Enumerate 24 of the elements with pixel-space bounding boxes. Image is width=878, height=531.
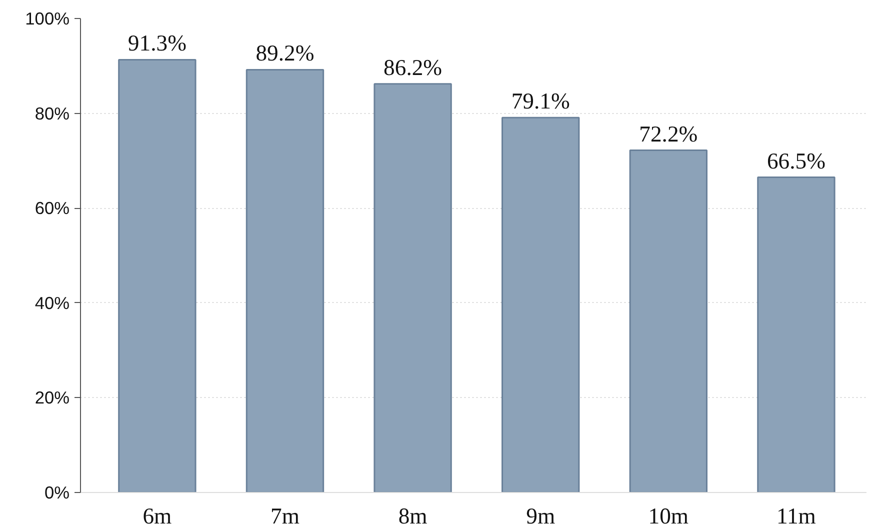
bar bbox=[757, 176, 836, 492]
x-tick-label: 9m bbox=[526, 504, 556, 528]
bar bbox=[374, 83, 452, 492]
data-label: 72.2% bbox=[639, 121, 698, 146]
bar bbox=[246, 68, 324, 492]
data-label: 89.2% bbox=[256, 40, 314, 66]
bar bbox=[118, 58, 196, 492]
y-tick-label: 80% bbox=[34, 103, 70, 124]
data-label: 79.1% bbox=[511, 88, 570, 114]
x-tick-label: 7m bbox=[270, 504, 300, 528]
x-tick-label: 6m bbox=[142, 504, 172, 528]
data-label: 91.3% bbox=[128, 30, 187, 56]
y-tick-label: 0% bbox=[44, 482, 70, 502]
y-tick-label: 60% bbox=[34, 198, 70, 218]
data-label: 66.5% bbox=[766, 148, 826, 174]
x-tick-label: 10m bbox=[648, 504, 689, 528]
bar bbox=[502, 116, 580, 492]
data-label: 86.2% bbox=[384, 54, 442, 80]
y-tick-label: 100% bbox=[25, 8, 70, 28]
x-tick-label: 11m bbox=[776, 504, 816, 528]
y-tick-label: 40% bbox=[34, 292, 70, 313]
bar bbox=[629, 150, 708, 492]
x-tick-label: 8m bbox=[398, 504, 428, 528]
y-tick-label: 20% bbox=[34, 388, 70, 408]
